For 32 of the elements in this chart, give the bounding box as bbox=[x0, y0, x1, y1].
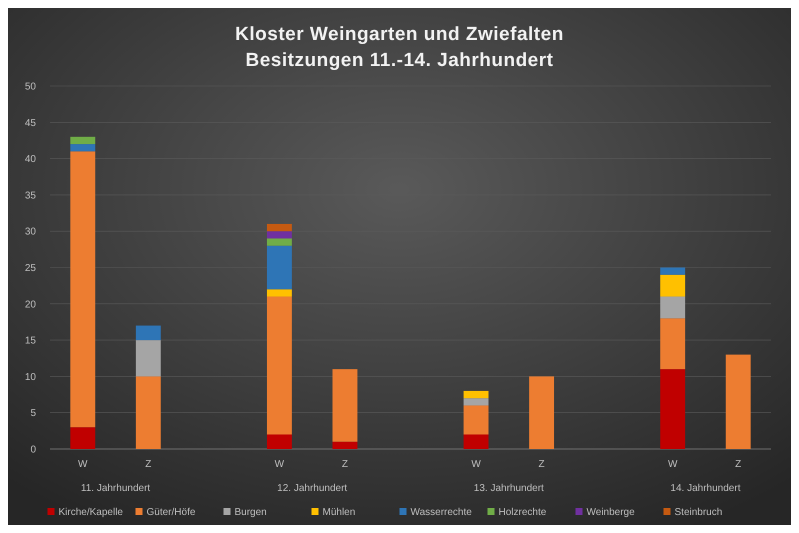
x-tick-label: Z bbox=[145, 459, 152, 470]
y-tick-label: 40 bbox=[24, 154, 36, 166]
y-tick-label: 25 bbox=[24, 263, 36, 274]
y-tick-label: 35 bbox=[24, 190, 36, 202]
x-tick-label: W bbox=[668, 459, 678, 470]
legend-label: Güter/Höfe bbox=[146, 507, 196, 518]
x-tick-label: Z bbox=[735, 459, 742, 470]
legend-label: Wasserrechte bbox=[410, 507, 472, 518]
y-tick-label: 10 bbox=[24, 372, 36, 383]
x-tick-label: W bbox=[471, 459, 482, 470]
x-tick-label: Z bbox=[538, 459, 545, 470]
y-tick-label: 50 bbox=[24, 82, 36, 92]
y-tick-label: 0 bbox=[30, 444, 36, 456]
x-tick-label: W bbox=[274, 459, 285, 470]
text: 11. Jahrhundert bbox=[80, 483, 150, 494]
x-tick-label: W bbox=[78, 459, 88, 470]
legend-label: Mühlen bbox=[322, 507, 356, 518]
y-tick-label: 30 bbox=[24, 226, 36, 238]
chart-title: Kloster Weingarten und Zwiefalten Besitzungen 11.-14. Jahrhundert bbox=[235, 24, 564, 71]
y-tick-label: 15 bbox=[24, 336, 36, 347]
text: 14. Jahrhundert bbox=[670, 483, 741, 494]
text: 13. Jahrhundert bbox=[474, 483, 544, 494]
x-tick-label: Z bbox=[342, 459, 348, 470]
legend-label: Holzrechte bbox=[498, 507, 547, 518]
legend-label: Weinberge bbox=[586, 507, 636, 518]
y-tick-label: 45 bbox=[24, 118, 36, 129]
legend-label: Kirche/Kapelle bbox=[58, 507, 124, 518]
y-tick-label: 5 bbox=[30, 408, 36, 420]
legend-label: Steinbruch bbox=[674, 507, 722, 518]
y-tick-label: 20 bbox=[24, 299, 36, 310]
legend-label: Burgen bbox=[234, 507, 267, 518]
text: 12. Jahrhundert bbox=[277, 483, 348, 494]
